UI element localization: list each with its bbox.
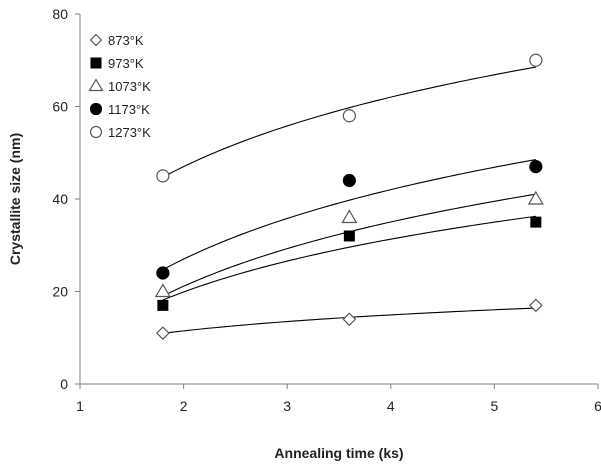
- data-point-series-1: [343, 230, 355, 242]
- trendline-series-1: [162, 215, 536, 301]
- data-point-series-3: [156, 266, 170, 280]
- trendlines: [162, 66, 536, 334]
- data-point-series-4: [529, 53, 543, 67]
- y-axis-title: Crystallite size (nm): [7, 133, 23, 265]
- legend-marker-2: [88, 78, 104, 92]
- legend-marker-0: [89, 33, 103, 47]
- legend-marker-3: [89, 102, 103, 116]
- legend: 873°K 973°K 1073°K 1173°K 1273°K: [88, 33, 151, 140]
- data-point-series-2: [527, 190, 544, 205]
- legend-marker-1: [90, 57, 102, 69]
- y-tick-label: 80: [52, 6, 68, 22]
- legend-label-4: 1273°K: [108, 125, 151, 140]
- trendline-series-3: [162, 159, 536, 271]
- y-tick-label: 0: [60, 376, 68, 392]
- legend-label-3: 1173°K: [108, 102, 150, 117]
- data-point-series-0: [528, 298, 543, 313]
- data-point-series-2: [154, 283, 171, 298]
- legend-label-0: 873°K: [108, 33, 144, 48]
- data-point-series-2: [341, 209, 358, 224]
- data-point-series-3: [529, 160, 543, 174]
- data-point-series-4: [156, 169, 170, 183]
- x-tick-label: 4: [387, 398, 395, 414]
- data-point-series-1: [530, 216, 542, 228]
- legend-marker-4: [89, 125, 103, 139]
- data-point-series-3: [342, 173, 356, 188]
- x-axis-title: Annealing time (ks): [274, 445, 403, 461]
- x-tick-label: 6: [594, 398, 601, 414]
- legend-label-2: 1073°K: [108, 79, 151, 94]
- y-tick-label: 60: [52, 99, 68, 115]
- data-point-series-1: [157, 299, 169, 311]
- trendline-series-4: [162, 66, 536, 178]
- legend-label-1: 973°K: [108, 56, 144, 71]
- data-point-series-4: [342, 109, 356, 123]
- data-point-series-0: [342, 312, 357, 327]
- x-tick-label: 2: [180, 398, 188, 414]
- x-tick-label: 1: [76, 398, 84, 414]
- data-points: [154, 53, 544, 340]
- x-tick-label: 5: [491, 398, 499, 414]
- y-tick-label: 20: [52, 284, 68, 300]
- data-point-series-0: [156, 326, 170, 340]
- x-tick-label: 3: [283, 398, 291, 414]
- y-tick-label: 40: [52, 191, 68, 207]
